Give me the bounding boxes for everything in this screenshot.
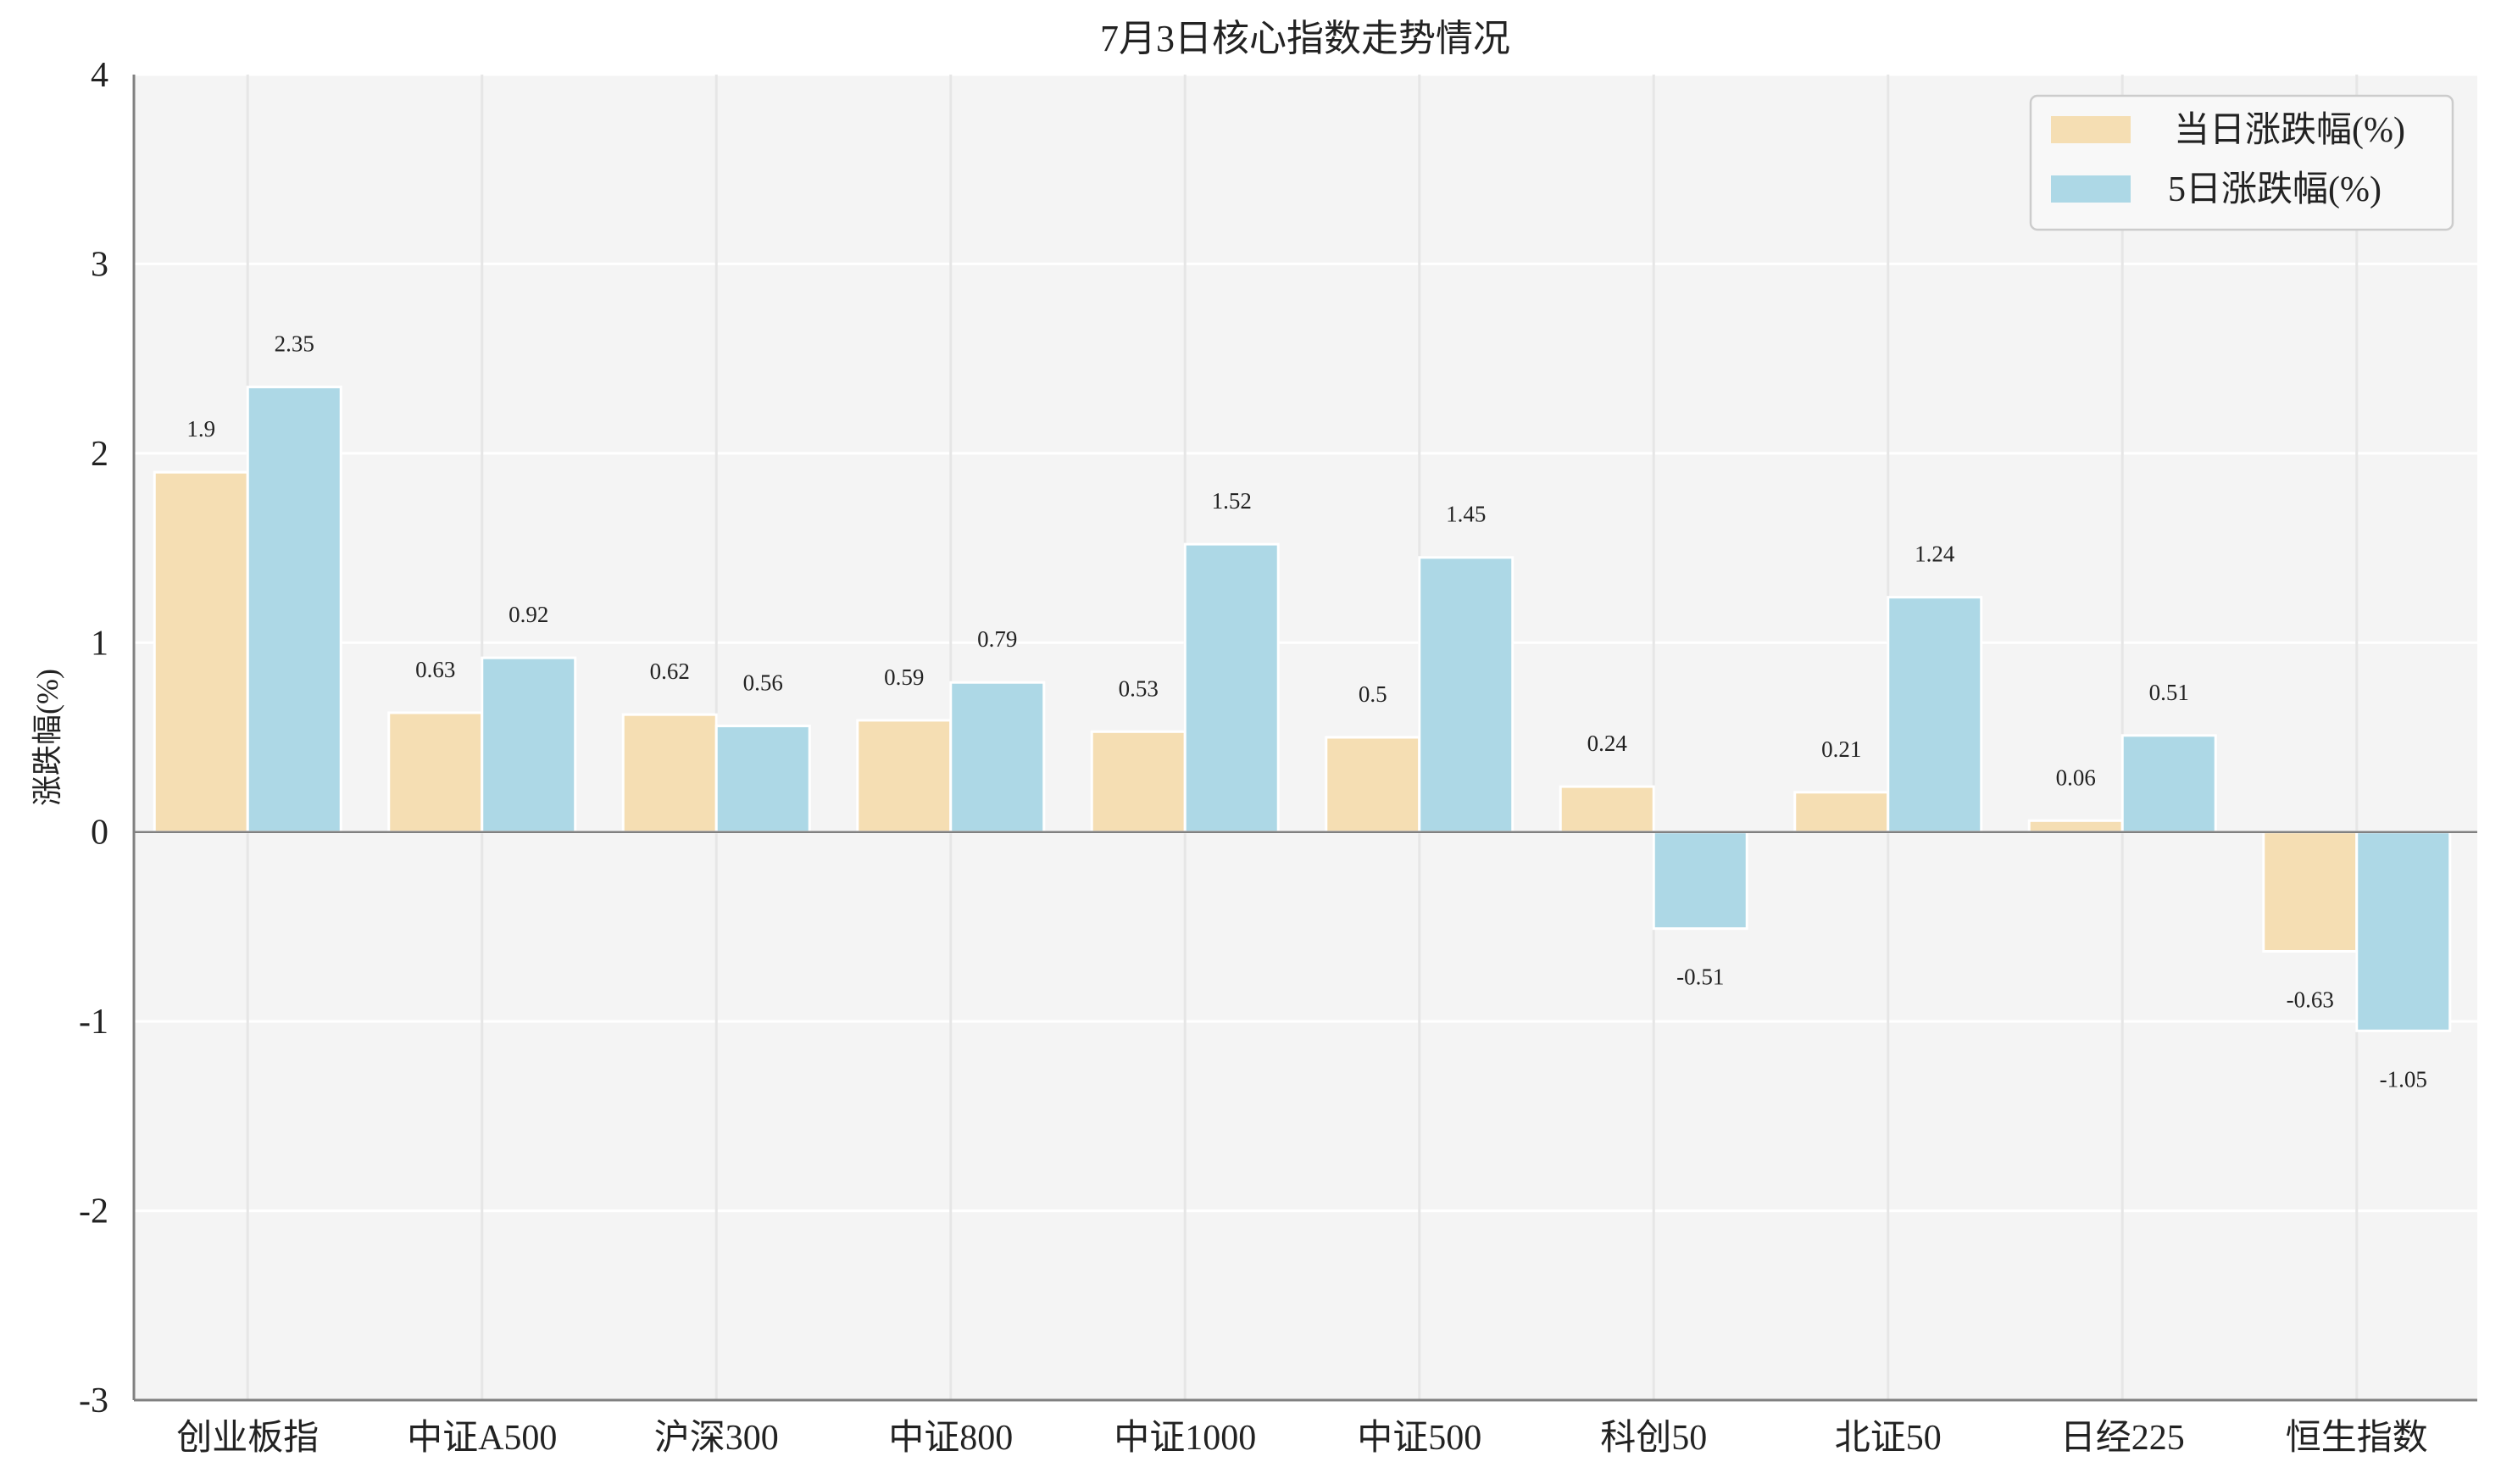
data-label: 0.06 [2056, 764, 2096, 790]
data-label: 0.21 [1821, 736, 1861, 762]
bar-5day [1652, 831, 1748, 931]
y-tick-label: 3 [91, 245, 108, 284]
data-label: 0.63 [415, 657, 455, 682]
y-tick-label: 2 [91, 435, 108, 474]
bar-daily [153, 470, 249, 834]
y-tick-label: -2 [79, 1192, 108, 1231]
bar-5day [246, 386, 342, 834]
bar-daily [1559, 785, 1655, 834]
x-tick-label: 科创50 [1600, 1419, 1707, 1458]
bar-daily [621, 713, 718, 834]
y-tick-label: -3 [79, 1381, 108, 1420]
data-label: 0.51 [2149, 680, 2189, 705]
x-tick-label: 北证50 [1835, 1419, 1942, 1458]
data-label: 2.35 [275, 331, 314, 357]
x-tick-label: 创业板指 [176, 1419, 319, 1458]
y-tick-label: -1 [79, 1003, 108, 1042]
data-label: 0.53 [1119, 675, 1159, 701]
x-tick-label: 日经225 [2060, 1419, 2185, 1458]
x-tick-label: 中证1000 [1114, 1419, 1256, 1458]
y-tick-label: 1 [91, 624, 108, 663]
chart-title: 7月3日核心指数走势情况 [1100, 18, 1510, 59]
data-label: 1.52 [1212, 488, 1252, 514]
data-label: 0.59 [884, 664, 924, 690]
bar-daily [856, 719, 953, 834]
data-label: 0.24 [1587, 731, 1628, 756]
x-tick-label: 中证500 [1357, 1419, 1481, 1458]
data-label: 1.24 [1915, 542, 1955, 567]
bar-5day [481, 656, 577, 834]
bar-daily [2027, 819, 2124, 834]
y-axis-label: 涨跌幅(%) [31, 669, 64, 806]
data-label: -0.63 [2287, 987, 2334, 1012]
bar-daily [2262, 831, 2359, 953]
data-label: -0.51 [1676, 964, 1724, 990]
x-tick-label: 中证A500 [407, 1419, 557, 1458]
data-label: 0.92 [509, 602, 548, 627]
x-tick-label: 恒生指数 [2286, 1419, 2428, 1458]
data-label: 1.9 [186, 416, 215, 442]
legend-label-daily: 当日涨跌幅(%) [2174, 111, 2405, 150]
data-label: 0.62 [650, 659, 690, 684]
bar-daily [1090, 730, 1187, 834]
legend-label-5day: 5日涨跌幅(%) [2168, 170, 2382, 209]
legend-swatch-5day [2051, 175, 2131, 203]
data-label: -1.05 [2380, 1066, 2427, 1092]
x-tick-label: 中证800 [888, 1419, 1013, 1458]
bar-5day [714, 725, 811, 834]
bar-daily [1793, 791, 1890, 834]
bar-5day [949, 681, 1046, 834]
y-tick-label: 0 [91, 814, 108, 853]
data-label: 1.45 [1446, 502, 1486, 527]
y-tick-label: 4 [91, 56, 108, 95]
data-label: 0.79 [977, 626, 1017, 652]
legend: 当日涨跌幅(%) 5日涨跌幅(%) [2029, 94, 2454, 231]
bar-5day [1418, 556, 1514, 834]
legend-swatch-daily [2051, 116, 2131, 143]
bar-daily [1325, 736, 1421, 834]
bar-5day [1183, 542, 1280, 834]
bar-5day [2355, 831, 2452, 1032]
bar-daily [387, 711, 484, 834]
data-label: 0.56 [743, 670, 783, 696]
bar-5day [2120, 734, 2217, 834]
data-label: 0.5 [1359, 681, 1387, 707]
bar-5day [1887, 596, 1983, 834]
x-tick-label: 沪深300 [654, 1419, 779, 1458]
